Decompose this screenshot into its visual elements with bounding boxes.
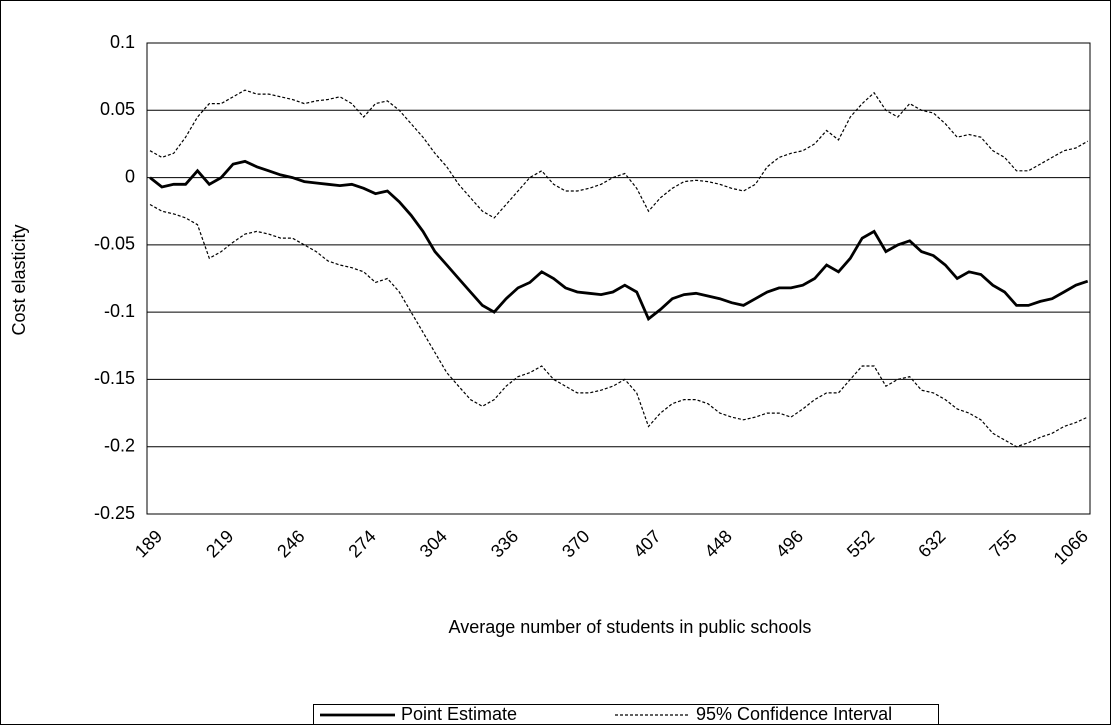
y-tick-label: 0 — [125, 166, 135, 186]
y-tick-label: -0.25 — [94, 503, 135, 523]
y-tick-label: 0.1 — [110, 32, 135, 52]
plot-area — [146, 42, 1091, 515]
line-values — [149, 89, 1088, 219]
legend-label: Point Estimate — [401, 704, 517, 724]
y-tick-label: -0.15 — [94, 368, 135, 388]
y-tick-label: -0.2 — [104, 435, 135, 455]
y-tick-label: -0.1 — [104, 301, 135, 321]
x-axis-title: Average number of students in public sch… — [449, 617, 812, 637]
y-tick-label: 0.05 — [100, 99, 135, 119]
y-tick-label: -0.05 — [94, 234, 135, 254]
line-lower — [149, 203, 1088, 448]
y-axis-title: Cost elasticity — [9, 224, 29, 335]
line-values — [149, 159, 1089, 322]
legend-label: 95% Confidence Interval — [696, 704, 892, 724]
